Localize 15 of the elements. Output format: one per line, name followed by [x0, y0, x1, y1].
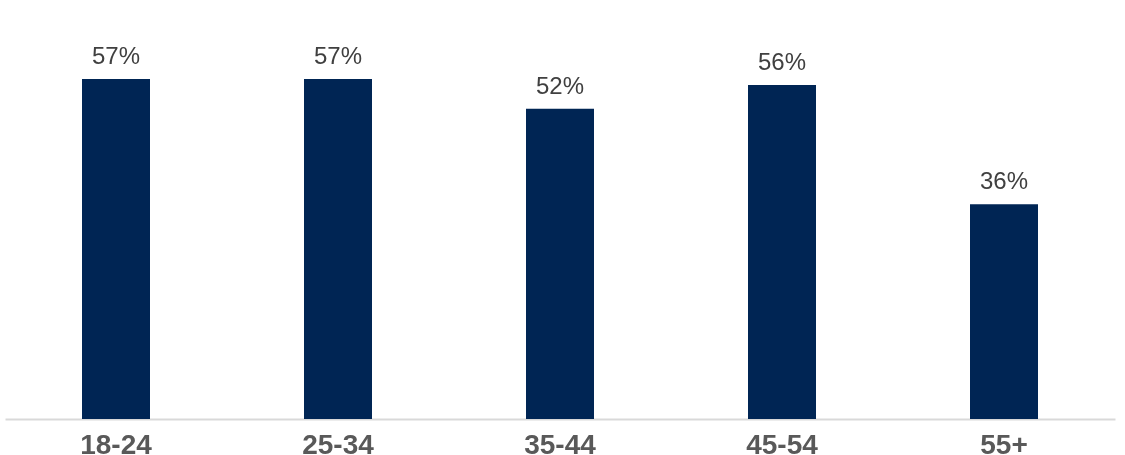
bar	[304, 79, 372, 419]
bar	[526, 108, 594, 419]
x-tick-label: 45-54	[746, 428, 819, 455]
data-label: 52%	[535, 71, 585, 99]
x-tick-label: 25-34	[302, 428, 375, 455]
bar	[970, 204, 1038, 419]
x-tick-label: 55+	[980, 428, 1028, 455]
data-label: 57%	[313, 42, 363, 69]
data-label: 36%	[979, 167, 1029, 195]
x-tick-label: 18-24	[80, 428, 153, 455]
data-label: 56%	[757, 47, 807, 75]
x-tick-label: 35-44	[524, 428, 597, 455]
data-label: 57%	[91, 42, 141, 69]
bar	[748, 84, 816, 419]
bar	[82, 79, 150, 419]
